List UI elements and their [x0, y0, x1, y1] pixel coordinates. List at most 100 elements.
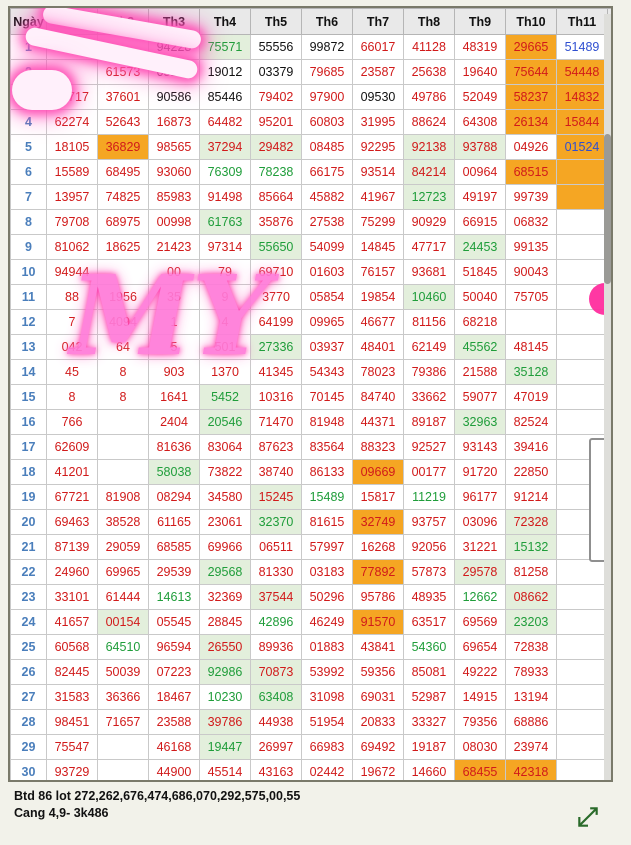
table-cell[interactable]: 78933 [505, 659, 557, 685]
table-cell[interactable]: 45562 [454, 334, 506, 360]
row-header-day[interactable]: 7 [10, 184, 47, 210]
table-cell[interactable] [97, 434, 149, 460]
table-cell[interactable] [556, 184, 608, 210]
table-cell[interactable]: 81908 [97, 484, 149, 510]
scrollbar-thumb[interactable] [604, 134, 611, 284]
table-cell[interactable]: 39786 [199, 709, 251, 735]
table-cell[interactable]: 67721 [46, 484, 98, 510]
table-cell[interactable]: 64199 [250, 309, 302, 335]
table-cell[interactable]: 09965 [301, 309, 353, 335]
table-cell[interactable]: 98565 [148, 134, 200, 160]
table-cell[interactable]: 53992 [301, 659, 353, 685]
table-cell[interactable]: 66017 [352, 34, 404, 60]
table-cell[interactable]: 61573 [97, 59, 149, 85]
table-cell[interactable]: 69965 [97, 559, 149, 585]
table-cell[interactable]: 32963 [454, 409, 506, 435]
row-header-day[interactable]: 20 [10, 509, 47, 535]
table-cell[interactable]: 61763 [199, 209, 251, 235]
table-cell[interactable]: 32370 [250, 509, 302, 535]
table-cell[interactable]: 81948 [301, 409, 353, 435]
share-icon[interactable] [575, 804, 601, 830]
table-cell[interactable]: 84740 [352, 384, 404, 410]
table-cell[interactable]: 10460 [403, 284, 455, 310]
table-cell[interactable]: 93514 [352, 159, 404, 185]
table-cell[interactable] [556, 734, 608, 760]
table-cell[interactable]: 00154 [97, 609, 149, 635]
table-cell[interactable]: 81156 [403, 309, 455, 335]
table-cell[interactable]: 44938 [250, 709, 302, 735]
table-cell[interactable]: 29578 [454, 559, 506, 585]
table-cell[interactable]: 92527 [403, 434, 455, 460]
table-cell[interactable]: 52987 [403, 684, 455, 710]
table-cell[interactable]: 96594 [148, 634, 200, 660]
table-cell[interactable]: 15245 [250, 484, 302, 510]
table-cell[interactable]: 29482 [250, 134, 302, 160]
table-cell[interactable]: 31221 [454, 534, 506, 560]
table-cell[interactable]: 36366 [97, 684, 149, 710]
table-cell[interactable]: 23587 [352, 59, 404, 85]
table-cell[interactable]: 82524 [505, 409, 557, 435]
table-cell[interactable]: 97900 [301, 84, 353, 110]
table-cell[interactable]: 01603 [301, 259, 353, 285]
table-cell[interactable]: 03096 [454, 509, 506, 535]
table-cell[interactable]: 29059 [97, 534, 149, 560]
table-cell[interactable]: 23061 [199, 509, 251, 535]
table-cell[interactable]: 59077 [454, 384, 506, 410]
table-cell[interactable]: 41201 [46, 459, 98, 485]
table-cell[interactable]: 57873 [403, 559, 455, 585]
table-cell[interactable]: 1641 [148, 384, 200, 410]
table-cell[interactable]: 92986 [199, 659, 251, 685]
table-cell[interactable]: 95201 [250, 109, 302, 135]
table-cell[interactable]: 42896 [250, 609, 302, 635]
table-cell[interactable]: 68495 [97, 159, 149, 185]
table-cell[interactable]: 93729 [46, 759, 98, 780]
column-header-th3[interactable]: Th3 [148, 8, 200, 35]
table-cell[interactable]: 51489 [556, 34, 608, 60]
table-cell[interactable]: 09669 [352, 459, 404, 485]
table-cell[interactable]: 54099 [301, 234, 353, 260]
table-cell[interactable]: 63517 [403, 609, 455, 635]
table-cell[interactable]: 46677 [352, 309, 404, 335]
table-cell[interactable]: 70873 [250, 659, 302, 685]
table-cell[interactable]: 91214 [505, 484, 557, 510]
row-header-day[interactable]: 25 [10, 634, 47, 660]
table-cell[interactable]: 29539 [148, 559, 200, 585]
table-cell[interactable]: 92295 [352, 134, 404, 160]
table-cell[interactable]: 81258 [505, 559, 557, 585]
table-cell[interactable]: 33662 [403, 384, 455, 410]
table-cell[interactable]: 3770 [250, 284, 302, 310]
table-cell[interactable]: 85081 [403, 659, 455, 685]
table-cell[interactable]: 68455 [454, 759, 506, 780]
table-cell[interactable] [556, 259, 608, 285]
row-header-day[interactable]: 5 [10, 134, 47, 160]
table-cell[interactable]: 34580 [199, 484, 251, 510]
table-cell[interactable]: 25638 [403, 59, 455, 85]
table-cell[interactable]: 77892 [352, 559, 404, 585]
table-cell[interactable]: 58237 [505, 84, 557, 110]
table-cell[interactable] [556, 159, 608, 185]
table-cell[interactable]: 00 [148, 259, 200, 285]
table-cell[interactable]: 31098 [301, 684, 353, 710]
table-cell[interactable]: 1 [148, 309, 200, 335]
table-cell[interactable]: 18625 [97, 234, 149, 260]
table-cell[interactable]: 50039 [97, 659, 149, 685]
table-cell[interactable]: 64 [97, 334, 149, 360]
table-cell[interactable]: 62609 [46, 434, 98, 460]
table-cell[interactable]: 4 [199, 309, 251, 335]
table-cell[interactable]: 95786 [352, 584, 404, 610]
row-header-day[interactable]: 10 [10, 259, 47, 285]
table-cell[interactable]: 4094 [97, 309, 149, 335]
table-cell[interactable]: 69569 [454, 609, 506, 635]
table-cell[interactable]: 13194 [505, 684, 557, 710]
table-cell[interactable]: 21588 [454, 359, 506, 385]
table-cell[interactable]: 31583 [46, 684, 98, 710]
table-cell[interactable]: 93143 [454, 434, 506, 460]
row-header-day[interactable]: 8 [10, 209, 47, 235]
table-cell[interactable]: 06832 [505, 209, 557, 235]
table-cell[interactable]: 47019 [505, 384, 557, 410]
table-cell[interactable]: 43841 [352, 634, 404, 660]
table-cell[interactable]: 62274 [46, 109, 98, 135]
table-cell[interactable]: 68218 [454, 309, 506, 335]
table-cell[interactable] [556, 334, 608, 360]
table-cell[interactable]: 14915 [454, 684, 506, 710]
